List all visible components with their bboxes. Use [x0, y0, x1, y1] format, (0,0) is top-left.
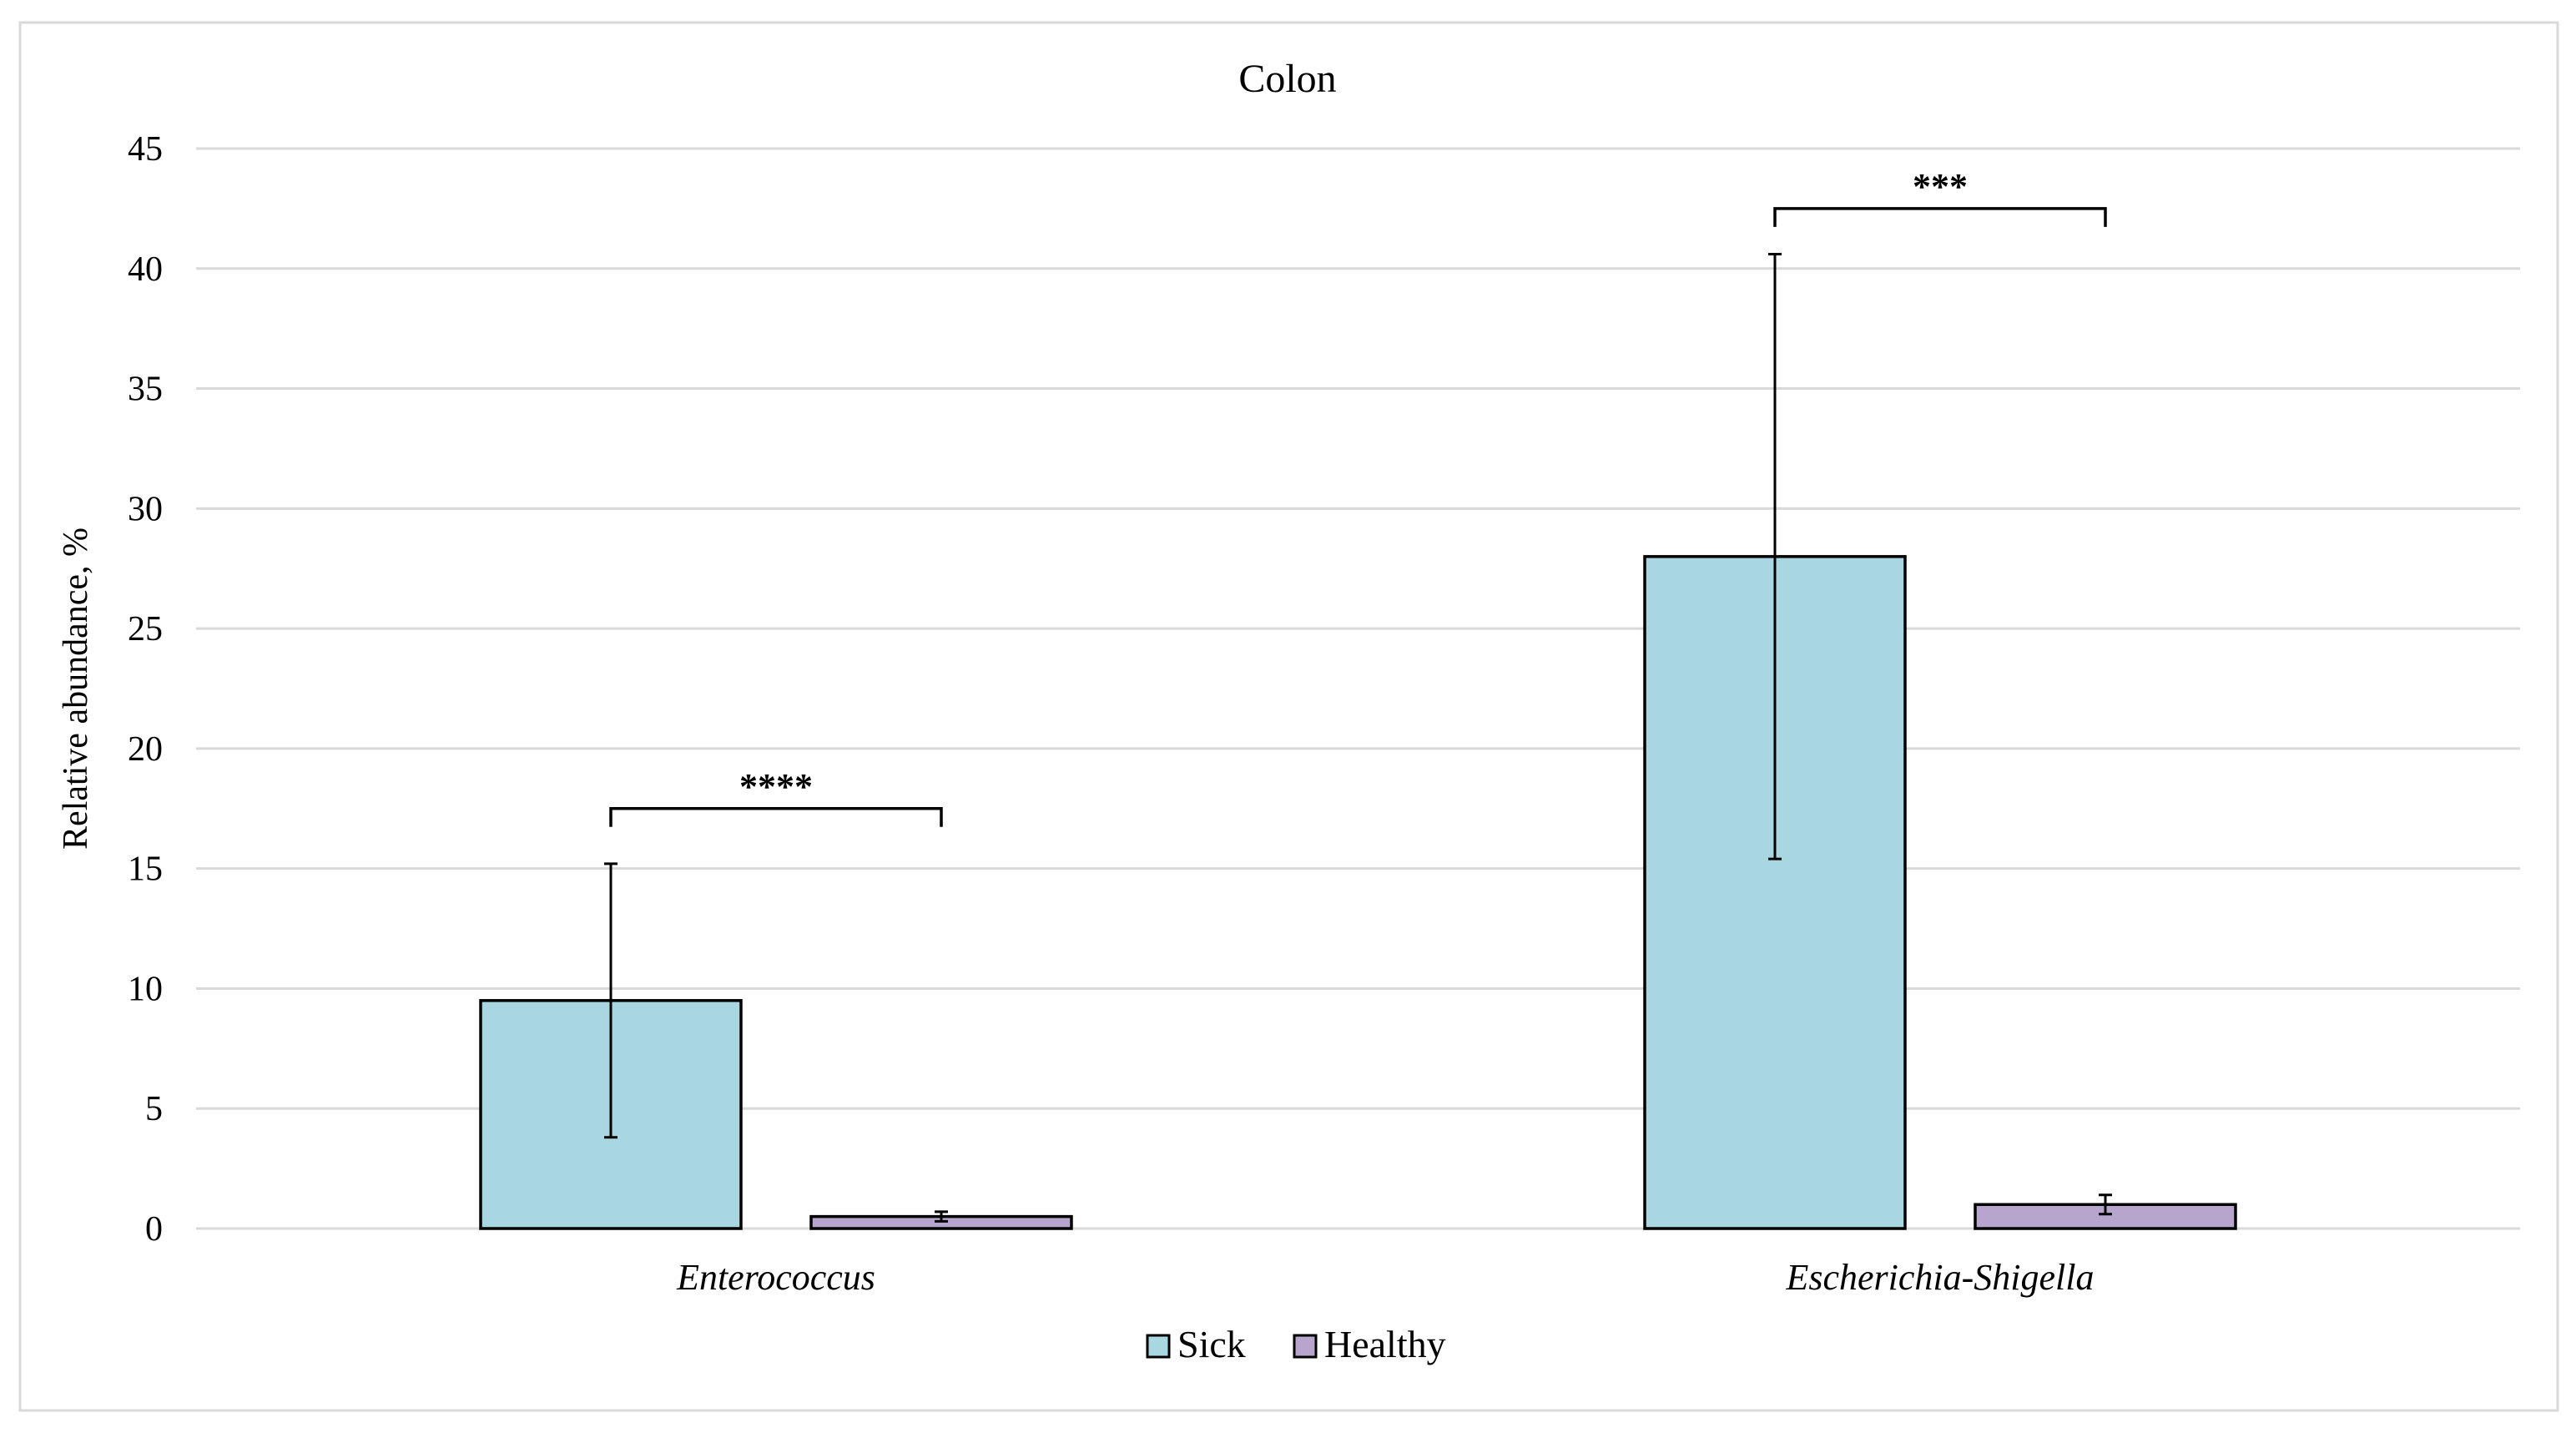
bar-healthy-1	[1974, 1203, 2237, 1230]
chart-title: Colon	[1238, 57, 1336, 101]
y-tick-label: 10	[128, 970, 163, 1008]
significance-label: ****	[739, 766, 813, 807]
legend-label-sick: Sick	[1177, 1323, 1246, 1365]
y-tick-label: 30	[128, 490, 163, 528]
y-axis-title: Relative abundance, %	[57, 527, 95, 850]
significance-label: ***	[1913, 166, 1968, 207]
category-label: Enterococcus	[676, 1257, 875, 1298]
legend-swatch-healthy	[1293, 1334, 1318, 1359]
significance-annotations: *******	[609, 166, 2107, 827]
legend-label-healthy: Healthy	[1324, 1323, 1446, 1365]
significance-bracket	[1773, 207, 2107, 227]
y-tick-label: 40	[128, 250, 163, 289]
y-tick-label: 0	[145, 1210, 163, 1249]
chart-border	[18, 21, 2559, 1412]
legend-swatch-sick	[1146, 1334, 1171, 1359]
y-axis-ticks: 0 5 10 15 20 25 30 35 40 45	[128, 130, 163, 1249]
y-tick-label: 45	[128, 130, 163, 169]
category-labels: Enterococcus Escherichia-Shigella	[676, 1257, 2094, 1298]
significance-bracket	[609, 807, 943, 827]
y-tick-label: 25	[128, 610, 163, 648]
y-tick-label: 20	[128, 730, 163, 769]
error-bars	[604, 253, 2112, 1223]
legend: Sick Healthy	[1146, 1323, 1446, 1365]
y-tick-label: 5	[145, 1090, 163, 1128]
y-tick-label: 15	[128, 850, 163, 889]
y-tick-label: 35	[128, 371, 163, 409]
category-label: Escherichia-Shigella	[1785, 1257, 2094, 1298]
